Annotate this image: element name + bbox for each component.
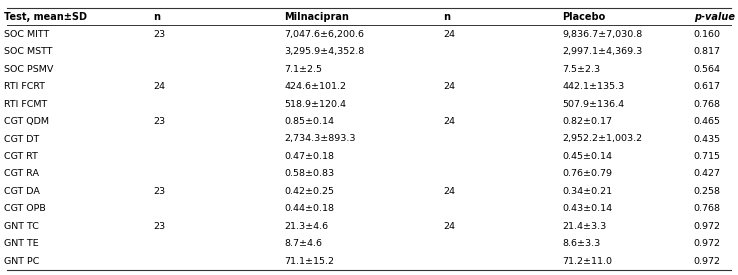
Text: 2,734.3±893.3: 2,734.3±893.3 — [284, 134, 356, 144]
Text: 21.4±3.3: 21.4±3.3 — [562, 222, 607, 231]
Text: 24: 24 — [154, 82, 165, 91]
Text: Test, mean±SD: Test, mean±SD — [4, 12, 86, 22]
Text: GNT TC: GNT TC — [4, 222, 38, 231]
Text: 442.1±135.3: 442.1±135.3 — [562, 82, 624, 91]
Text: 0.617: 0.617 — [694, 82, 721, 91]
Text: 7.1±2.5: 7.1±2.5 — [284, 65, 322, 74]
Text: 24: 24 — [443, 222, 455, 231]
Text: RTI FCRT: RTI FCRT — [4, 82, 45, 91]
Text: 0.85±0.14: 0.85±0.14 — [284, 117, 334, 126]
Text: 0.160: 0.160 — [694, 30, 721, 39]
Text: 0.47±0.18: 0.47±0.18 — [284, 152, 334, 161]
Text: GNT PC: GNT PC — [4, 257, 39, 266]
Text: CGT OPB: CGT OPB — [4, 204, 46, 213]
Text: 9,836.7±7,030.8: 9,836.7±7,030.8 — [562, 30, 643, 39]
Text: 0.58±0.83: 0.58±0.83 — [284, 169, 334, 178]
Text: 8.6±3.3: 8.6±3.3 — [562, 239, 601, 248]
Text: Milnacipran: Milnacipran — [284, 12, 349, 22]
Text: 2,952.2±1,003.2: 2,952.2±1,003.2 — [562, 134, 643, 144]
Text: SOC MITT: SOC MITT — [4, 30, 49, 39]
Text: 0.972: 0.972 — [694, 257, 721, 266]
Text: CGT QDM: CGT QDM — [4, 117, 49, 126]
Text: CGT DA: CGT DA — [4, 187, 40, 196]
Text: CGT DT: CGT DT — [4, 134, 39, 144]
Text: 0.42±0.25: 0.42±0.25 — [284, 187, 334, 196]
Text: 0.435: 0.435 — [694, 134, 721, 144]
Text: 3,295.9±4,352.8: 3,295.9±4,352.8 — [284, 47, 365, 56]
Text: 24: 24 — [443, 187, 455, 196]
Text: 23: 23 — [154, 222, 165, 231]
Text: 424.6±101.2: 424.6±101.2 — [284, 82, 346, 91]
Text: 0.76±0.79: 0.76±0.79 — [562, 169, 613, 178]
Text: 0.768: 0.768 — [694, 204, 721, 213]
Text: Placebo: Placebo — [562, 12, 606, 22]
Text: 0.34±0.21: 0.34±0.21 — [562, 187, 613, 196]
Text: 2,997.1±4,369.3: 2,997.1±4,369.3 — [562, 47, 643, 56]
Text: 0.427: 0.427 — [694, 169, 721, 178]
Text: 0.817: 0.817 — [694, 47, 721, 56]
Text: 0.972: 0.972 — [694, 239, 721, 248]
Text: 71.1±15.2: 71.1±15.2 — [284, 257, 334, 266]
Text: 0.45±0.14: 0.45±0.14 — [562, 152, 613, 161]
Text: 24: 24 — [443, 117, 455, 126]
Text: 0.715: 0.715 — [694, 152, 721, 161]
Text: 21.3±4.6: 21.3±4.6 — [284, 222, 328, 231]
Text: 0.43±0.14: 0.43±0.14 — [562, 204, 613, 213]
Text: p-value: p-value — [694, 12, 735, 22]
Text: 0.465: 0.465 — [694, 117, 721, 126]
Text: 0.564: 0.564 — [694, 65, 721, 74]
Text: SOC MSTT: SOC MSTT — [4, 47, 52, 56]
Text: CGT RA: CGT RA — [4, 169, 38, 178]
Text: 0.44±0.18: 0.44±0.18 — [284, 204, 334, 213]
Text: 71.2±11.0: 71.2±11.0 — [562, 257, 613, 266]
Text: n: n — [443, 12, 449, 22]
Text: 0.972: 0.972 — [694, 222, 721, 231]
Text: 507.9±136.4: 507.9±136.4 — [562, 100, 624, 109]
Text: 23: 23 — [154, 117, 165, 126]
Text: GNT TE: GNT TE — [4, 239, 38, 248]
Text: 7.5±2.3: 7.5±2.3 — [562, 65, 601, 74]
Text: 23: 23 — [154, 187, 165, 196]
Text: 0.82±0.17: 0.82±0.17 — [562, 117, 613, 126]
Text: n: n — [154, 12, 160, 22]
Text: RTI FCMT: RTI FCMT — [4, 100, 47, 109]
Text: 8.7±4.6: 8.7±4.6 — [284, 239, 322, 248]
Text: 24: 24 — [443, 30, 455, 39]
Text: SOC PSMV: SOC PSMV — [4, 65, 53, 74]
Text: 518.9±120.4: 518.9±120.4 — [284, 100, 346, 109]
Text: 7,047.6±6,200.6: 7,047.6±6,200.6 — [284, 30, 364, 39]
Text: 23: 23 — [154, 30, 165, 39]
Text: 0.258: 0.258 — [694, 187, 721, 196]
Text: 24: 24 — [443, 82, 455, 91]
Text: CGT RT: CGT RT — [4, 152, 38, 161]
Text: 0.768: 0.768 — [694, 100, 721, 109]
